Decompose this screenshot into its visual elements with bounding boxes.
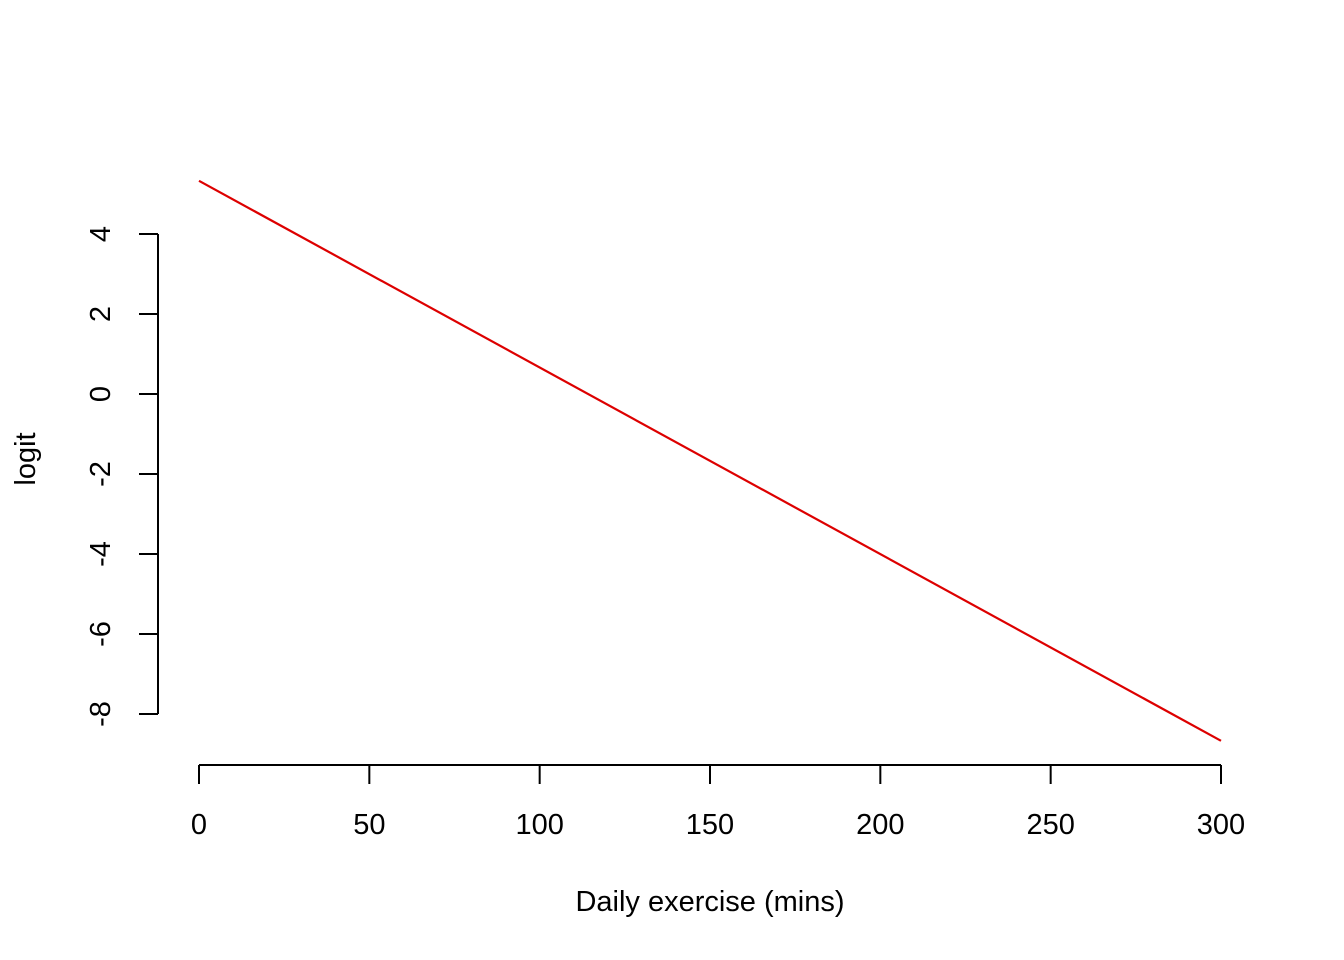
y-tick-label: 4 <box>85 226 117 242</box>
y-axis-title: logit <box>10 432 42 485</box>
y-tick-label: -4 <box>85 541 117 567</box>
y-tick-label: -8 <box>85 701 117 727</box>
series-line <box>198 179 1222 742</box>
y-tick-label: -6 <box>85 621 117 647</box>
y-tick-label: 2 <box>85 306 117 322</box>
x-tick-label: 250 <box>1026 809 1074 841</box>
x-axis-title: Daily exercise (mins) <box>575 886 844 918</box>
x-tick-label: 150 <box>686 809 734 841</box>
x-tick-label: 100 <box>515 809 563 841</box>
x-tick-label: 0 <box>191 809 207 841</box>
y-tick-label: 0 <box>85 386 117 402</box>
x-tick-label: 50 <box>353 809 385 841</box>
x-tick-label: 200 <box>856 809 904 841</box>
x-tick-label: 300 <box>1197 809 1245 841</box>
y-tick-label: -2 <box>85 461 117 487</box>
plot-series <box>198 179 1222 742</box>
x-axis: 0 50 100 150 200 250 300 <box>191 764 1245 841</box>
y-axis: -8 -6 -4 -2 0 2 4 <box>85 226 159 727</box>
